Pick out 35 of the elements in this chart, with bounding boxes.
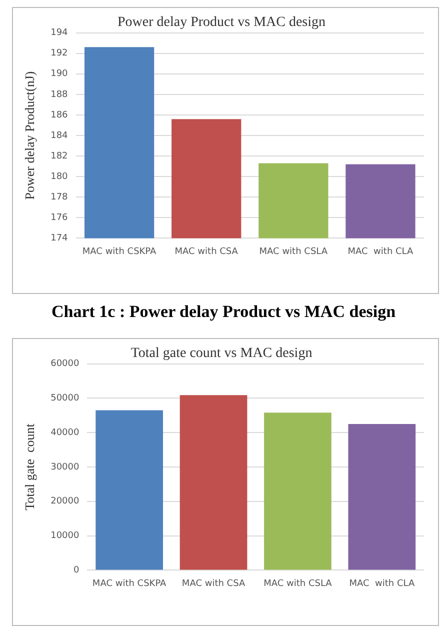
y-tick-label: 10000 bbox=[50, 531, 80, 542]
bar bbox=[180, 395, 248, 570]
y-tick-label: 174 bbox=[50, 234, 68, 244]
x-tick-label: MAC with CSLA bbox=[259, 246, 328, 257]
y-axis-title: Total gate count bbox=[22, 423, 38, 510]
y-tick-label: 186 bbox=[50, 110, 68, 120]
x-tick-label: MAC with CSLA bbox=[264, 578, 333, 589]
y-tick-label: 194 bbox=[50, 28, 68, 38]
x-tick-label: MAC with CLA bbox=[349, 578, 416, 589]
y-tick-label: 182 bbox=[50, 151, 68, 162]
x-tick-label: MAC with CSKPA bbox=[92, 578, 168, 589]
x-tick-label: MAC with CSA bbox=[174, 246, 239, 257]
bar bbox=[96, 410, 164, 570]
y-tick-label: 0 bbox=[73, 566, 80, 576]
y-tick-label: 20000 bbox=[50, 496, 80, 507]
y-tick-label: 178 bbox=[50, 192, 68, 202]
y-tick-label: 176 bbox=[50, 213, 68, 224]
x-tick-label: MAC with CSA bbox=[182, 578, 246, 589]
y-tick-label: 190 bbox=[50, 69, 68, 80]
y-axis-title: Power delay Product(nJ) bbox=[22, 71, 38, 200]
x-tick-label: MAC with CSKPA bbox=[82, 246, 158, 257]
y-tick-label: 180 bbox=[50, 172, 68, 182]
bar bbox=[264, 412, 332, 570]
chart-title: Power delay Product vs MAC design bbox=[117, 15, 326, 30]
y-tick-label: 40000 bbox=[50, 428, 80, 438]
y-tick-label: 184 bbox=[50, 130, 68, 141]
y-tick-label: 60000 bbox=[50, 359, 80, 370]
y-tick-label: 192 bbox=[50, 48, 68, 59]
y-tick-label: 30000 bbox=[50, 462, 80, 472]
x-tick-label: MAC with CLA bbox=[348, 246, 414, 257]
bar bbox=[348, 424, 416, 570]
chart-title: Total gate count vs MAC design bbox=[130, 346, 312, 362]
y-tick-label: 188 bbox=[50, 90, 68, 100]
caption: Chart 1c : Power delay Product vs MAC design bbox=[50, 302, 397, 322]
y-tick-label: 50000 bbox=[50, 394, 80, 404]
